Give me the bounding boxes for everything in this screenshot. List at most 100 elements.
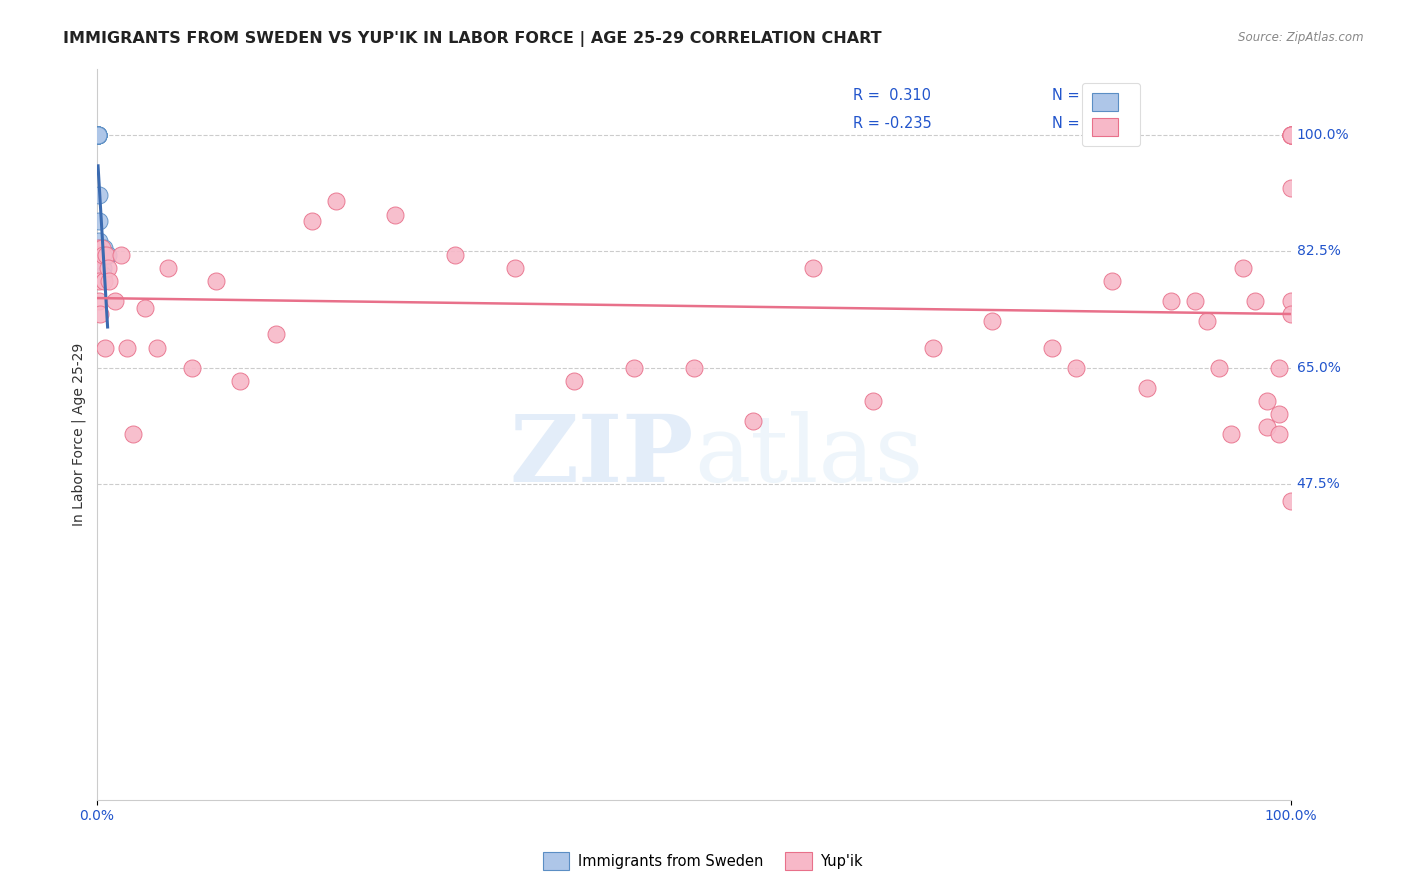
Point bbox=[1279, 128, 1302, 142]
Point bbox=[89, 214, 111, 228]
Text: R = -0.235: R = -0.235 bbox=[852, 116, 931, 131]
Point bbox=[87, 128, 110, 142]
Point bbox=[87, 128, 110, 142]
Point bbox=[682, 360, 704, 375]
Point bbox=[110, 247, 132, 261]
Point bbox=[97, 274, 120, 288]
Point bbox=[1279, 128, 1302, 142]
Point bbox=[1268, 427, 1291, 442]
Point bbox=[87, 128, 110, 142]
Point bbox=[121, 427, 143, 442]
Point bbox=[89, 247, 111, 261]
Point bbox=[89, 294, 111, 309]
Point bbox=[181, 360, 204, 375]
Point bbox=[87, 128, 110, 142]
Point bbox=[145, 341, 167, 355]
Point bbox=[87, 128, 110, 142]
Point bbox=[134, 301, 156, 315]
Text: atlas: atlas bbox=[693, 411, 924, 501]
Point bbox=[93, 274, 115, 288]
Point bbox=[90, 241, 112, 255]
Point bbox=[87, 128, 110, 142]
Point bbox=[97, 260, 120, 275]
Point bbox=[1136, 381, 1159, 395]
Point bbox=[1184, 294, 1206, 309]
Point bbox=[1279, 308, 1302, 322]
Point bbox=[94, 341, 117, 355]
Point bbox=[89, 235, 111, 249]
Point bbox=[1268, 407, 1291, 421]
Point bbox=[1208, 360, 1230, 375]
Y-axis label: In Labor Force | Age 25-29: In Labor Force | Age 25-29 bbox=[72, 343, 86, 525]
Point bbox=[1220, 427, 1243, 442]
Point bbox=[93, 241, 115, 255]
Point bbox=[87, 128, 110, 142]
Point bbox=[1279, 181, 1302, 195]
Legend: Immigrants from Sweden, Yup'ik: Immigrants from Sweden, Yup'ik bbox=[537, 847, 869, 876]
Point bbox=[90, 247, 112, 261]
Text: 82.5%: 82.5% bbox=[1296, 244, 1340, 259]
Point bbox=[205, 274, 228, 288]
Point bbox=[1279, 493, 1302, 508]
Point bbox=[503, 260, 526, 275]
Point bbox=[1197, 314, 1219, 328]
Point bbox=[229, 374, 252, 388]
Point bbox=[1268, 360, 1291, 375]
Point bbox=[89, 241, 111, 255]
Point bbox=[89, 247, 111, 261]
Point bbox=[1232, 260, 1254, 275]
Point bbox=[1244, 294, 1267, 309]
Point bbox=[90, 254, 112, 268]
Point bbox=[264, 327, 287, 342]
Point bbox=[87, 128, 110, 142]
Text: N = 23: N = 23 bbox=[1052, 87, 1102, 103]
Text: 100.0%: 100.0% bbox=[1296, 128, 1350, 142]
Point bbox=[981, 314, 1004, 328]
Point bbox=[89, 274, 111, 288]
Point bbox=[1279, 294, 1302, 309]
Point bbox=[89, 247, 111, 261]
Point bbox=[89, 187, 111, 202]
Point bbox=[115, 341, 138, 355]
Point bbox=[1279, 128, 1302, 142]
Point bbox=[104, 294, 127, 309]
Point bbox=[87, 241, 110, 255]
Text: ZIP: ZIP bbox=[509, 411, 693, 501]
Text: 65.0%: 65.0% bbox=[1296, 360, 1340, 375]
Point bbox=[325, 194, 347, 209]
Point bbox=[157, 260, 180, 275]
Point bbox=[801, 260, 824, 275]
Point bbox=[87, 128, 110, 142]
Point bbox=[1101, 274, 1123, 288]
Point bbox=[87, 247, 110, 261]
Point bbox=[1256, 420, 1278, 434]
Point bbox=[623, 360, 645, 375]
Point bbox=[91, 260, 114, 275]
Text: N = 62: N = 62 bbox=[1052, 116, 1102, 131]
Point bbox=[921, 341, 943, 355]
Point bbox=[301, 214, 323, 228]
Text: R =  0.310: R = 0.310 bbox=[852, 87, 931, 103]
Point bbox=[1064, 360, 1087, 375]
Point bbox=[862, 393, 884, 408]
Point bbox=[384, 208, 406, 222]
Point bbox=[89, 308, 111, 322]
Point bbox=[94, 247, 117, 261]
Text: Source: ZipAtlas.com: Source: ZipAtlas.com bbox=[1239, 31, 1364, 45]
Point bbox=[1256, 393, 1278, 408]
Point bbox=[87, 260, 110, 275]
Point bbox=[564, 374, 586, 388]
Legend:  ,  : , bbox=[1081, 83, 1140, 146]
Point bbox=[1279, 128, 1302, 142]
Point bbox=[1160, 294, 1182, 309]
Point bbox=[97, 247, 120, 261]
Point bbox=[444, 247, 467, 261]
Point bbox=[91, 268, 114, 282]
Point bbox=[1279, 128, 1302, 142]
Point bbox=[742, 414, 765, 428]
Point bbox=[1040, 341, 1063, 355]
Text: IMMIGRANTS FROM SWEDEN VS YUP'IK IN LABOR FORCE | AGE 25-29 CORRELATION CHART: IMMIGRANTS FROM SWEDEN VS YUP'IK IN LABO… bbox=[63, 31, 882, 47]
Point bbox=[91, 247, 114, 261]
Point bbox=[96, 247, 118, 261]
Text: 47.5%: 47.5% bbox=[1296, 477, 1340, 491]
